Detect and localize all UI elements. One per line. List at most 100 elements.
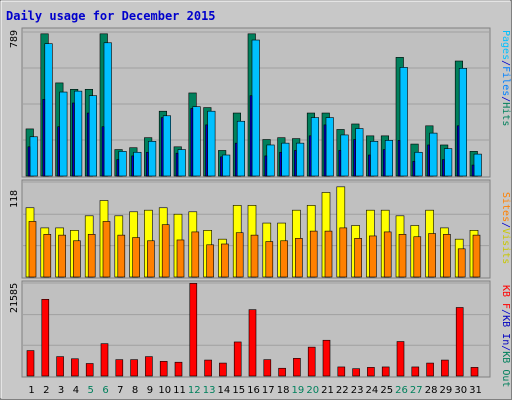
chart-marks <box>23 31 489 377</box>
pages-bar-day-8 <box>133 151 142 177</box>
x-tick-day-4: 4 <box>73 385 79 396</box>
sites-bar-day-3 <box>58 234 66 278</box>
kbin-bar-day-14 <box>219 362 227 377</box>
x-tick-day-10: 10 <box>158 385 171 396</box>
sites-bar-day-25 <box>383 231 392 278</box>
kbout-bar-day-10 <box>160 117 164 177</box>
kbout-bar-day-5 <box>86 112 90 177</box>
sites-bar-day-13 <box>206 244 214 278</box>
sites-bar-day-8 <box>132 237 140 278</box>
kbin-bar-day-1 <box>26 350 35 377</box>
kbin-bar-day-19 <box>293 358 301 377</box>
kbin-bar-day-7 <box>115 359 124 377</box>
legend-files: Files <box>500 66 511 96</box>
kbin-bar-day-9 <box>145 356 153 377</box>
kbin-bar-day-12 <box>189 283 198 377</box>
pages-bar-day-26 <box>399 67 408 177</box>
sites-bar-day-19 <box>295 238 303 278</box>
kbin-bar-day-24 <box>367 367 375 377</box>
x-tick-day-16: 16 <box>247 385 260 396</box>
pages-bar-day-28 <box>429 132 438 177</box>
sites-bar-day-4 <box>73 240 81 278</box>
x-tick-day-6: 6 <box>102 385 108 396</box>
kbout-bar-day-12 <box>190 108 194 177</box>
sites-bar-day-31 <box>472 234 481 278</box>
x-tick-day-19: 19 <box>292 385 305 396</box>
kbout-bar-day-23 <box>353 139 356 177</box>
x-tick-day-25: 25 <box>380 385 393 396</box>
legend-pages: Pages <box>500 30 511 60</box>
x-tick-day-1: 1 <box>28 385 34 396</box>
pages-bar-day-24 <box>370 141 379 177</box>
kbout-bar-day-24 <box>368 154 371 177</box>
kbin-bar-day-2 <box>41 299 50 377</box>
pages-bar-day-21 <box>325 117 334 177</box>
kbout-bar-day-11 <box>175 152 179 177</box>
x-tick-day-3: 3 <box>58 385 64 396</box>
x-axis-labels: 1 2 3 4 5 6 7 8 9 10 11 12 13 14 15 16 17 18 19 20 21 22 23 24 2… <box>28 385 482 396</box>
kbin-bar-day-17 <box>263 359 272 377</box>
legend-kbin: KB In <box>500 315 511 345</box>
kbout-bar-day-25 <box>382 149 386 177</box>
kbin-bar-day-28 <box>426 362 434 377</box>
x-tick-day-8: 8 <box>132 385 138 396</box>
kbin-bar-day-4 <box>71 358 79 377</box>
kbout-bar-day-3 <box>57 126 60 177</box>
kbout-bar-day-1 <box>27 146 31 177</box>
legend-sep-2: / <box>500 96 511 102</box>
pages-bar-day-17 <box>266 144 275 177</box>
x-tick-day-17: 17 <box>262 385 275 396</box>
sites-bar-day-6 <box>102 221 111 278</box>
bottom-legend: KB F/KB In/KB Out <box>500 285 511 387</box>
x-tick-day-24: 24 <box>366 385 379 396</box>
x-tick-day-26: 26 <box>395 385 408 396</box>
sites-bar-day-16 <box>250 234 259 278</box>
kbin-bar-day-21 <box>322 339 331 377</box>
sites-bar-day-14 <box>221 243 229 278</box>
kbout-bar-day-26 <box>397 140 401 177</box>
x-tick-day-28: 28 <box>425 385 438 396</box>
sites-bar-day-26 <box>398 234 407 278</box>
middle-legend: Sites/Visits <box>500 192 511 264</box>
sites-bar-day-30 <box>457 248 466 278</box>
kbin-bar-day-15 <box>233 341 242 377</box>
x-tick-day-22: 22 <box>336 385 349 396</box>
pages-bar-day-25 <box>384 140 394 177</box>
x-tick-day-7: 7 <box>117 385 123 396</box>
legend-kbf: KB F <box>500 285 511 309</box>
kbout-bar-day-28 <box>427 144 430 177</box>
legend-sep-5: / <box>500 345 511 351</box>
pages-bar-day-29 <box>444 148 453 177</box>
sites-bar-day-18 <box>280 240 288 278</box>
sites-bar-day-2 <box>43 234 52 278</box>
sites-bar-day-1 <box>28 221 37 278</box>
kbout-bar-day-18 <box>279 151 282 177</box>
pages-bar-day-16 <box>251 39 260 177</box>
kbout-bar-day-17 <box>264 155 268 177</box>
kbin-bar-day-23 <box>352 368 360 377</box>
pages-bar-day-30 <box>458 68 468 177</box>
kbin-bar-day-25 <box>381 366 390 377</box>
x-tick-day-9: 9 <box>147 385 153 396</box>
bottom-max-label: 21585 <box>9 283 20 313</box>
pages-bar-day-13 <box>207 110 216 177</box>
sites-bar-day-28 <box>428 233 436 278</box>
kbin-bar-day-11 <box>174 361 183 377</box>
sites-bar-day-29 <box>443 234 451 278</box>
kbout-bar-day-20 <box>308 135 312 177</box>
sites-bar-day-5 <box>87 234 96 278</box>
kbout-bar-day-9 <box>146 151 149 177</box>
pages-bar-day-19 <box>296 142 305 177</box>
sites-bar-day-24 <box>369 235 377 278</box>
sites-bar-day-9 <box>147 240 155 278</box>
kbout-bar-day-4 <box>72 102 75 177</box>
x-tick-day-11: 11 <box>173 385 186 396</box>
sites-bar-day-11 <box>176 239 185 278</box>
kbin-bar-day-3 <box>56 356 64 377</box>
legend-sep-4: / <box>500 309 511 315</box>
kbin-bar-day-31 <box>470 367 479 377</box>
kbout-bar-day-13 <box>205 124 208 177</box>
legend-sites: Sites <box>500 192 511 222</box>
